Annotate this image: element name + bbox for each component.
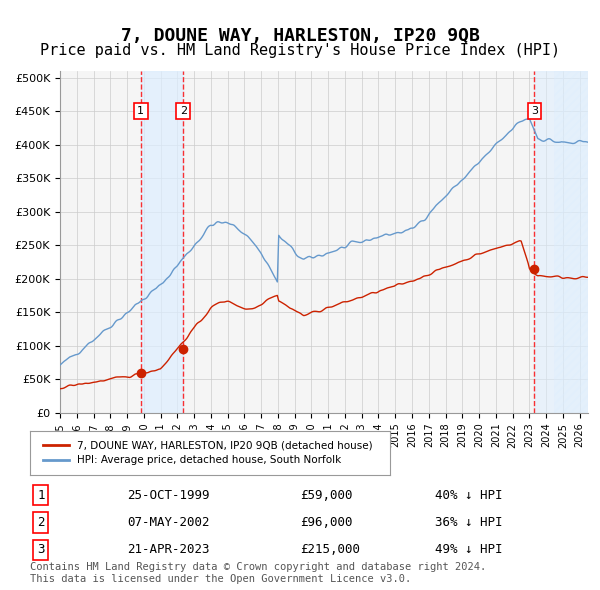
Bar — [141, 71, 183, 413]
Text: 7, DOUNE WAY, HARLESTON, IP20 9QB: 7, DOUNE WAY, HARLESTON, IP20 9QB — [121, 27, 479, 45]
Text: £59,000: £59,000 — [300, 489, 353, 502]
Text: £96,000: £96,000 — [300, 516, 353, 529]
Text: Contains HM Land Registry data © Crown copyright and database right 2024.
This d: Contains HM Land Registry data © Crown c… — [30, 562, 486, 584]
Text: 3: 3 — [531, 106, 538, 116]
Text: 40% ↓ HPI: 40% ↓ HPI — [435, 489, 503, 502]
Text: Price paid vs. HM Land Registry's House Price Index (HPI): Price paid vs. HM Land Registry's House … — [40, 43, 560, 58]
Text: £215,000: £215,000 — [300, 543, 360, 556]
Text: 36% ↓ HPI: 36% ↓ HPI — [435, 516, 503, 529]
Text: 49% ↓ HPI: 49% ↓ HPI — [435, 543, 503, 556]
Text: 3: 3 — [37, 543, 44, 556]
Text: 1: 1 — [37, 489, 44, 502]
Text: 07-MAY-2002: 07-MAY-2002 — [127, 516, 210, 529]
Bar — [535, 71, 588, 413]
Text: 25-OCT-1999: 25-OCT-1999 — [127, 489, 210, 502]
Legend: 7, DOUNE WAY, HARLESTON, IP20 9QB (detached house), HPI: Average price, detached: 7, DOUNE WAY, HARLESTON, IP20 9QB (detac… — [39, 436, 377, 470]
Text: 1: 1 — [137, 106, 144, 116]
Bar — [554, 71, 588, 413]
Text: 21-APR-2023: 21-APR-2023 — [127, 543, 210, 556]
Text: 2: 2 — [179, 106, 187, 116]
Text: 2: 2 — [37, 516, 44, 529]
